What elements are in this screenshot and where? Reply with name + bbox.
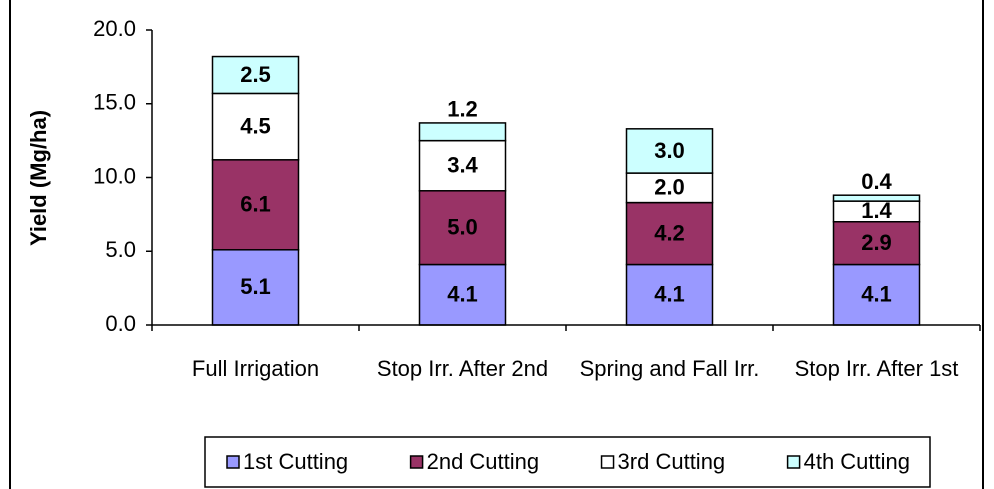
y-axis-label: Yield (Mg/ha) — [26, 110, 51, 246]
bar-segment — [625, 128, 714, 174]
bar-segment — [832, 221, 921, 266]
bar-segment — [211, 55, 300, 95]
data-label: 3.4 — [447, 153, 478, 178]
legend-label: 4th Cutting — [804, 449, 910, 474]
y-tick-label: 10.0 — [93, 163, 136, 188]
data-label: 4.2 — [654, 220, 685, 245]
y-tick-label: 0.0 — [105, 311, 136, 336]
data-label: 4.1 — [447, 282, 478, 307]
bar-segment — [418, 139, 507, 192]
data-label: 4.5 — [240, 113, 271, 138]
data-label: 0.4 — [861, 169, 892, 194]
x-tick-label: Spring and Fall Irr. — [580, 356, 760, 381]
data-label: 2.9 — [861, 230, 892, 255]
legend-label: 1st Cutting — [243, 449, 348, 474]
bar-segment — [625, 201, 714, 266]
data-label: 1.4 — [861, 198, 892, 223]
legend-swatch — [600, 455, 615, 469]
bar-segment — [418, 263, 507, 326]
x-tick-label: Stop Irr. After 1st — [795, 356, 959, 381]
legend-swatch — [226, 455, 240, 469]
legend-swatch — [409, 455, 424, 469]
y-tick-label: 20.0 — [93, 16, 136, 41]
bar-segment — [832, 194, 921, 202]
bar-segment — [625, 263, 714, 326]
data-label: 2.0 — [654, 175, 685, 200]
data-label: 4.1 — [654, 282, 685, 307]
data-label: 5.0 — [447, 214, 478, 239]
data-label: 1.2 — [447, 97, 478, 122]
legend-box — [204, 436, 931, 488]
y-tick-label: 5.0 — [105, 237, 136, 262]
bar-segment — [418, 190, 507, 266]
bar-segment — [832, 263, 921, 326]
data-label: 2.5 — [240, 62, 271, 87]
data-label: 3.0 — [654, 138, 685, 163]
legend-label: 2nd Cutting — [427, 449, 540, 474]
x-tick-label: Stop Irr. After 2nd — [377, 356, 548, 381]
bar-segment — [211, 92, 300, 161]
legend-label: 3rd Cutting — [618, 449, 726, 474]
legend-swatch — [786, 455, 801, 469]
x-tick-label: Full Irrigation — [192, 356, 319, 381]
y-tick-label: 15.0 — [93, 90, 136, 115]
data-label: 6.1 — [240, 192, 271, 217]
bar-segment — [418, 122, 507, 142]
bar-segment — [211, 159, 300, 251]
data-label: 4.1 — [861, 282, 892, 307]
bar-segment — [625, 172, 714, 204]
data-label: 5.1 — [240, 274, 271, 299]
